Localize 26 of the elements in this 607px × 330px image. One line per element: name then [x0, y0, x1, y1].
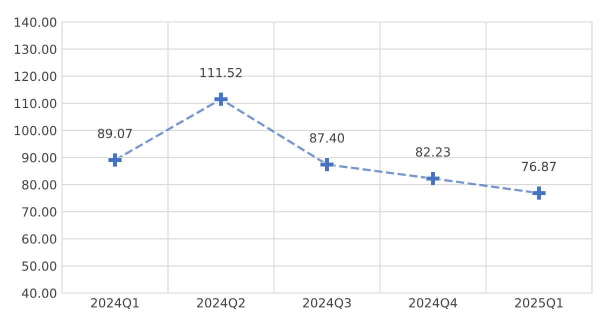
y-tick-label: 130.00 — [14, 44, 56, 54]
data-label: 111.52 — [200, 68, 242, 78]
y-tick-label: 50.00 — [22, 261, 56, 271]
point — [532, 186, 546, 200]
data-label: 82.23 — [416, 147, 450, 157]
y-tick-label: 40.00 — [22, 288, 56, 298]
x-tick-label: 2024Q4 — [409, 298, 458, 309]
y-tick-label: 120.00 — [14, 72, 56, 82]
data-label: 89.07 — [98, 128, 132, 138]
x-tick-label: 2024Q1 — [91, 298, 139, 309]
data-label: 87.40 — [310, 133, 344, 143]
y-tick-label: 110.00 — [14, 98, 56, 108]
y-tick-label: 60.00 — [22, 234, 56, 244]
point — [426, 171, 440, 186]
point — [320, 157, 334, 172]
x-tick-label: 2024Q2 — [197, 298, 245, 309]
y-tick-label: 70.00 — [22, 207, 56, 217]
data-label: 76.87 — [522, 162, 556, 172]
y-tick-label: 100.00 — [14, 126, 56, 136]
y-tick-label: 80.00 — [22, 180, 56, 190]
point — [214, 92, 228, 106]
x-tick-label: 2025Q1 — [515, 298, 563, 309]
point — [108, 152, 122, 168]
x-tick-label: 2024Q3 — [303, 298, 351, 309]
y-tick-label: 90.00 — [22, 152, 56, 162]
y-tick-label: 140.00 — [14, 17, 56, 27]
